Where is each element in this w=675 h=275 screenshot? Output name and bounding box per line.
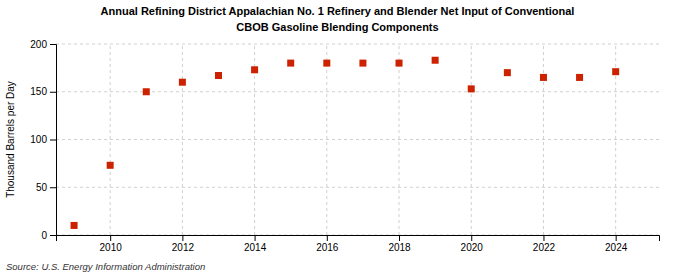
tick-label: 2012 <box>172 242 195 253</box>
chart: 2010 2012 2014 2016 2018 2020 2022 2024 0 50 100 15… <box>0 0 675 275</box>
tick-label: 2022 <box>533 242 556 253</box>
source: Source: U.S. Energy Information Administ… <box>6 261 205 272</box>
grid-line <box>56 139 659 140</box>
point <box>143 88 150 95</box>
point <box>576 74 583 81</box>
point <box>71 222 78 229</box>
tick: 200 <box>30 39 56 50</box>
point <box>468 85 475 92</box>
tick: 50 <box>36 182 56 193</box>
title: Annual Refining District Appalachian No.… <box>101 5 575 17</box>
tick-label: 0 <box>41 230 47 241</box>
axis-line <box>57 236 660 242</box>
point <box>215 72 222 79</box>
tick: 2018 <box>388 235 411 253</box>
grid-line <box>56 44 659 45</box>
tick-label: 150 <box>30 86 47 97</box>
points <box>71 57 620 229</box>
tick-mark <box>50 140 56 141</box>
point <box>432 57 439 64</box>
tick-mark <box>543 235 544 241</box>
tick-label: 100 <box>30 134 47 145</box>
point <box>179 79 186 86</box>
tick-mark <box>182 235 183 241</box>
tick: 150 <box>30 86 56 97</box>
tick: 2012 <box>172 235 195 253</box>
tick-label: 2010 <box>100 242 123 253</box>
point <box>323 60 330 67</box>
point <box>540 74 547 81</box>
tick-mark <box>110 235 111 241</box>
tick-mark <box>327 235 328 241</box>
point <box>359 60 366 67</box>
tick-mark <box>616 235 617 241</box>
tick-mark <box>471 235 472 241</box>
tick: 2024 <box>605 235 628 253</box>
tick-label: 2024 <box>605 242 628 253</box>
tick-mark <box>399 235 400 241</box>
point <box>612 68 619 75</box>
point <box>107 162 114 169</box>
tick-mark <box>255 235 256 241</box>
point <box>251 66 258 73</box>
tick: 2014 <box>244 235 267 253</box>
tick-label: 200 <box>30 39 47 50</box>
point <box>504 69 511 76</box>
tick-label: 2016 <box>316 242 339 253</box>
tick: 2010 <box>100 235 123 253</box>
tick: 2020 <box>461 235 484 253</box>
tick-mark <box>50 44 56 45</box>
point <box>287 60 294 67</box>
y-axis: 0 50 100 150 200 <box>30 39 56 241</box>
tick-label: 2014 <box>244 242 267 253</box>
grid-line <box>56 187 659 188</box>
tick-label: 2018 <box>388 242 411 253</box>
grid <box>56 44 659 235</box>
chart-container: 2010 2012 2014 2016 2018 2020 2022 2024 0 50 100 15… <box>0 0 675 275</box>
x-axis: 2010 2012 2014 2016 2018 2020 2022 2024 <box>57 235 660 253</box>
y-axis-title: Thousand Barrels per Day <box>5 81 16 198</box>
point <box>396 60 403 67</box>
tick: 2022 <box>533 235 556 253</box>
tick-label: 2020 <box>461 242 484 253</box>
tick-mark <box>50 92 56 93</box>
tick: 2016 <box>316 235 339 253</box>
axis-line <box>50 45 57 236</box>
tick-mark <box>50 187 56 188</box>
tick-mark <box>50 235 56 236</box>
tick: 0 <box>41 230 56 241</box>
tick: 100 <box>30 134 56 145</box>
subtitle: CBOB Gasoline Blending Components <box>236 21 438 33</box>
tick-label: 50 <box>36 182 48 193</box>
